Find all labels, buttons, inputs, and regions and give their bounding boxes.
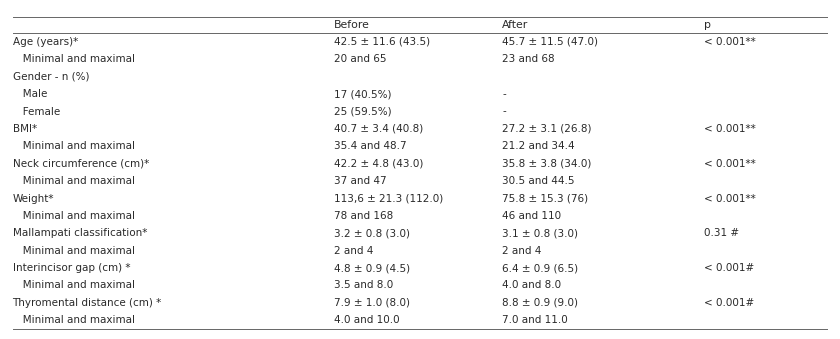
- Text: < 0.001**: < 0.001**: [704, 124, 756, 134]
- Text: Interincisor gap (cm) *: Interincisor gap (cm) *: [13, 263, 130, 273]
- Text: 4.0 and 10.0: 4.0 and 10.0: [333, 315, 399, 325]
- Text: Female: Female: [13, 106, 60, 117]
- Text: < 0.001**: < 0.001**: [704, 194, 756, 203]
- Text: 75.8 ± 15.3 (76): 75.8 ± 15.3 (76): [502, 194, 589, 203]
- Text: 78 and 168: 78 and 168: [333, 211, 393, 221]
- Text: BMI*: BMI*: [13, 124, 37, 134]
- Text: 2 and 4: 2 and 4: [502, 246, 542, 256]
- Text: Minimal and maximal: Minimal and maximal: [13, 176, 134, 186]
- Text: 42.5 ± 11.6 (43.5): 42.5 ± 11.6 (43.5): [333, 37, 430, 47]
- Text: 35.8 ± 3.8 (34.0): 35.8 ± 3.8 (34.0): [502, 159, 591, 169]
- Text: 42.2 ± 4.8 (43.0): 42.2 ± 4.8 (43.0): [333, 159, 423, 169]
- Text: 45.7 ± 11.5 (47.0): 45.7 ± 11.5 (47.0): [502, 37, 598, 47]
- Text: 25 (59.5%): 25 (59.5%): [333, 106, 391, 117]
- Text: 4.0 and 8.0: 4.0 and 8.0: [502, 280, 561, 291]
- Text: Age (years)*: Age (years)*: [13, 37, 78, 47]
- Text: < 0.001#: < 0.001#: [704, 263, 754, 273]
- Text: 8.8 ± 0.9 (9.0): 8.8 ± 0.9 (9.0): [502, 298, 578, 308]
- Text: Thyromental distance (cm) *: Thyromental distance (cm) *: [13, 298, 162, 308]
- Text: Minimal and maximal: Minimal and maximal: [13, 141, 134, 151]
- Text: 46 and 110: 46 and 110: [502, 211, 561, 221]
- Text: 27.2 ± 3.1 (26.8): 27.2 ± 3.1 (26.8): [502, 124, 592, 134]
- Text: Minimal and maximal: Minimal and maximal: [13, 246, 134, 256]
- Text: 30.5 and 44.5: 30.5 and 44.5: [502, 176, 575, 186]
- Text: < 0.001**: < 0.001**: [704, 159, 756, 169]
- Text: Before: Before: [333, 20, 370, 30]
- Text: < 0.001#: < 0.001#: [704, 298, 754, 308]
- Text: 7.0 and 11.0: 7.0 and 11.0: [502, 315, 568, 325]
- Text: Mallampati classification*: Mallampati classification*: [13, 228, 147, 238]
- Text: Weight*: Weight*: [13, 194, 54, 203]
- Text: Minimal and maximal: Minimal and maximal: [13, 315, 134, 325]
- Text: 4.8 ± 0.9 (4.5): 4.8 ± 0.9 (4.5): [333, 263, 410, 273]
- Text: -: -: [502, 89, 506, 99]
- Text: Male: Male: [13, 89, 47, 99]
- Text: 113,6 ± 21.3 (112.0): 113,6 ± 21.3 (112.0): [333, 194, 443, 203]
- Text: Minimal and maximal: Minimal and maximal: [13, 280, 134, 291]
- Text: 35.4 and 48.7: 35.4 and 48.7: [333, 141, 407, 151]
- Text: Minimal and maximal: Minimal and maximal: [13, 54, 134, 64]
- Text: Minimal and maximal: Minimal and maximal: [13, 211, 134, 221]
- Text: 21.2 and 34.4: 21.2 and 34.4: [502, 141, 575, 151]
- Text: 2 and 4: 2 and 4: [333, 246, 373, 256]
- Text: Gender - n (%): Gender - n (%): [13, 72, 89, 82]
- Text: 0.31 #: 0.31 #: [704, 228, 739, 238]
- Text: 37 and 47: 37 and 47: [333, 176, 386, 186]
- Text: 6.4 ± 0.9 (6.5): 6.4 ± 0.9 (6.5): [502, 263, 579, 273]
- Text: After: After: [502, 20, 528, 30]
- Text: 17 (40.5%): 17 (40.5%): [333, 89, 391, 99]
- Text: 3.5 and 8.0: 3.5 and 8.0: [333, 280, 393, 291]
- Text: p: p: [704, 20, 711, 30]
- Text: 3.1 ± 0.8 (3.0): 3.1 ± 0.8 (3.0): [502, 228, 578, 238]
- Text: 3.2 ± 0.8 (3.0): 3.2 ± 0.8 (3.0): [333, 228, 410, 238]
- Text: 20 and 65: 20 and 65: [333, 54, 386, 64]
- Text: 40.7 ± 3.4 (40.8): 40.7 ± 3.4 (40.8): [333, 124, 423, 134]
- Text: 7.9 ± 1.0 (8.0): 7.9 ± 1.0 (8.0): [333, 298, 410, 308]
- Text: < 0.001**: < 0.001**: [704, 37, 756, 47]
- Text: Neck circumference (cm)*: Neck circumference (cm)*: [13, 159, 149, 169]
- Text: -: -: [502, 106, 506, 117]
- Text: 23 and 68: 23 and 68: [502, 54, 555, 64]
